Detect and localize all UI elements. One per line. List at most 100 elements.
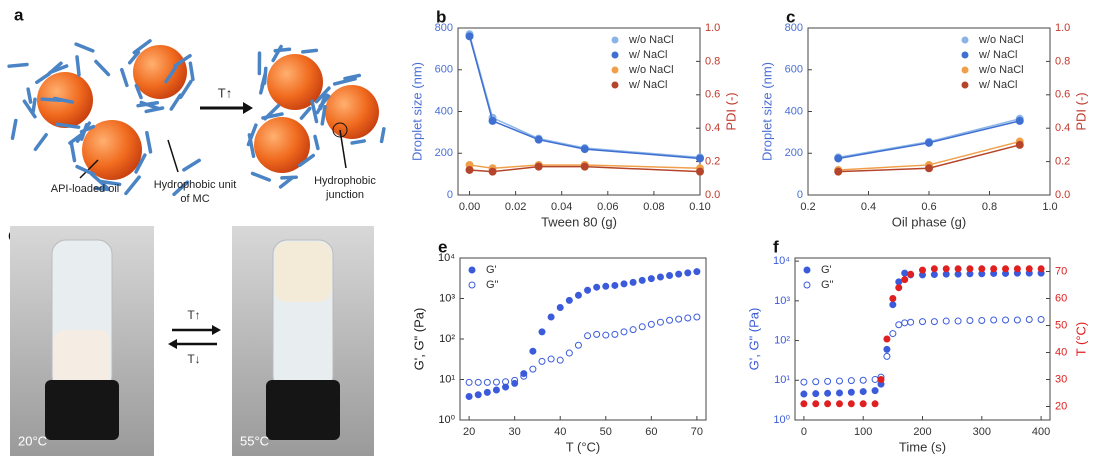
y2-tick-label: 0.4: [1055, 122, 1070, 134]
data-point: [611, 281, 619, 289]
data-point: [593, 283, 601, 291]
y2-tick-label: 20: [1055, 400, 1067, 412]
x-tick-label: 40: [554, 426, 566, 438]
polymer-rod: [332, 77, 357, 86]
polymer-rod: [259, 76, 267, 95]
y-tick-label: 10⁴: [773, 255, 790, 267]
data-point: [502, 383, 510, 391]
oil-droplet: [82, 120, 142, 180]
polymer-rod: [94, 59, 111, 77]
gel: [275, 242, 331, 302]
data-point: [611, 330, 619, 338]
pointer: [167, 139, 179, 173]
data-point: [930, 318, 938, 326]
polymer-rod: [124, 175, 141, 196]
data-point: [488, 116, 497, 125]
polymer-rod: [99, 179, 122, 187]
x-tick-label: 400: [1032, 426, 1050, 438]
polymer-rod: [68, 131, 85, 145]
y-tick-label: 10²: [439, 333, 455, 345]
data-point: [919, 318, 926, 326]
polymer-rod: [26, 87, 33, 104]
legend-label: w/o NaCl: [978, 64, 1024, 76]
polymer-rod: [69, 141, 77, 163]
data-point: [895, 278, 903, 286]
y2-tick-label: 50: [1055, 319, 1067, 331]
y2-tick-label: 0.8: [705, 55, 720, 67]
legend-label: G': [486, 264, 497, 276]
arrowhead: [212, 325, 221, 335]
data-point: [465, 32, 474, 41]
y2-axis-title: PDI (-): [1073, 92, 1088, 130]
data-point: [942, 317, 950, 325]
y2-tick-label: 0.6: [705, 89, 720, 101]
data-point: [492, 386, 500, 394]
polymer-rod: [250, 171, 272, 182]
data-point: [511, 376, 519, 384]
polymer-rod: [127, 50, 141, 65]
oil-droplet: [254, 117, 310, 173]
data-point: [696, 167, 704, 176]
data-point: [835, 400, 843, 408]
polymer-rod: [178, 79, 193, 100]
x-tick-label: 20: [463, 426, 475, 438]
x-tick-label: 300: [973, 426, 991, 438]
x-tick-label: 1.0: [1042, 201, 1057, 213]
polymer-rod: [343, 73, 362, 81]
data-point: [465, 165, 474, 174]
y2-tick-label: 0.0: [1055, 189, 1070, 201]
y2-tick-label: 60: [1055, 292, 1067, 304]
data-point: [871, 387, 879, 395]
data-point: [666, 316, 674, 324]
data-point: [580, 162, 589, 171]
data-point: [800, 400, 808, 408]
data-point: [835, 389, 843, 397]
cap: [266, 380, 340, 440]
legend-marker: [961, 36, 969, 44]
polymer-rod: [379, 127, 386, 144]
x-tick-label: 0.6: [921, 201, 936, 213]
y-tick-label: 600: [435, 64, 453, 76]
legend-label: w/o NaCl: [628, 34, 674, 46]
y-tick-label: 10⁴: [438, 252, 455, 264]
y-axis-title: Droplet size (nm): [759, 62, 774, 161]
data-point: [647, 320, 655, 328]
x-tick-label: 0: [801, 426, 807, 438]
data-point: [638, 323, 646, 331]
data-point: [647, 275, 655, 283]
polymer-rod: [297, 153, 315, 168]
data-point: [675, 315, 683, 323]
polymer-rod: [10, 118, 18, 140]
x-tick-label: 0.02: [505, 201, 526, 213]
data-point: [834, 167, 843, 176]
data-point: [534, 162, 543, 171]
panel-label: f: [773, 237, 779, 256]
polymer-rod: [22, 99, 37, 119]
polymer-rod: [188, 61, 195, 82]
data-point: [812, 390, 820, 398]
legend-marker: [468, 266, 476, 274]
x-tick-label: 60: [645, 426, 657, 438]
data-point: [1037, 265, 1045, 273]
y-tick-label: 10³: [439, 292, 455, 304]
x-tick-label: 0.8: [982, 201, 997, 213]
data-point: [547, 313, 555, 321]
y-tick-label: 10¹: [439, 373, 455, 385]
legend-label: w/o NaCl: [628, 64, 674, 76]
data-point: [684, 269, 692, 277]
data-point: [800, 390, 808, 398]
panel-label: a: [14, 5, 24, 24]
data-point: [942, 265, 950, 273]
data-point: [534, 135, 543, 144]
data-point: [693, 313, 701, 321]
arrowhead: [168, 339, 177, 349]
polymer-rod: [75, 55, 81, 77]
data-point: [538, 328, 546, 336]
data-point: [565, 296, 573, 304]
data-point: [629, 326, 637, 334]
polymer-rod: [74, 42, 95, 53]
data-point: [990, 316, 998, 324]
y2-tick-label: 0.4: [705, 122, 720, 134]
x-tick-label: 0.08: [643, 201, 664, 213]
data-point: [877, 376, 885, 383]
